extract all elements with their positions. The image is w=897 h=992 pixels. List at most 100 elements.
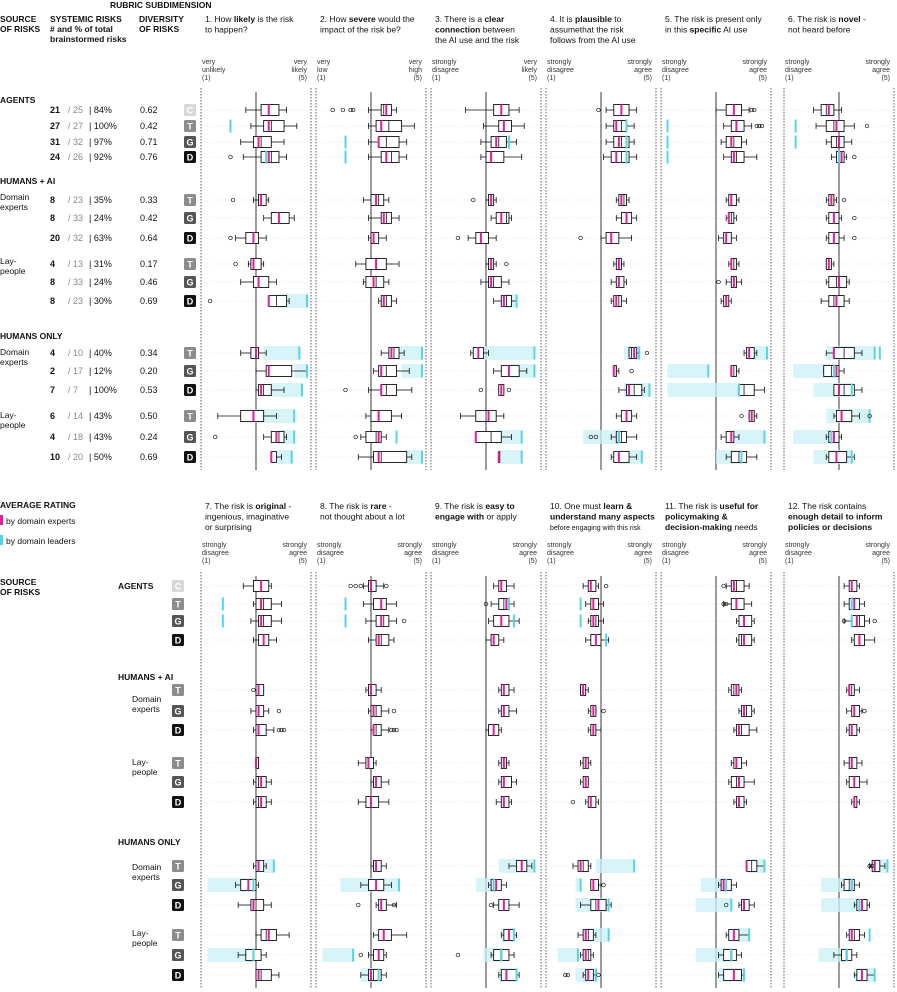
box-plot [348,580,389,592]
iqr-box [490,634,500,646]
iqr-box [373,451,408,463]
box-plot [582,580,609,592]
rubric-number: 11. [665,501,678,511]
box-plot [716,276,742,288]
outlier-point [565,972,570,978]
risk-total: / 13 [68,259,83,269]
scale-high-label: likely [521,67,537,74]
risk-percent: | 12% [89,366,112,376]
box-plot [830,150,857,164]
box-plot [725,928,751,942]
box-plot [368,705,397,717]
rubric-question-line: or surprising [205,522,252,532]
iqr-box [851,705,860,717]
legend: AVERAGE RATING by domain experts by doma… [0,500,76,597]
box-plot [733,724,758,736]
iqr-box [380,384,397,396]
iqr-box [605,232,620,244]
box-plot [605,135,635,149]
label-domain-experts: Domain experts [0,192,30,212]
box-plot [615,212,638,224]
iqr-box [730,151,745,163]
box-plot [587,705,606,717]
rubric-question-line: connection between [435,25,515,35]
box-plot [380,346,423,360]
risk-count: 20 [50,233,60,243]
box-plot [495,796,512,808]
source-badge-g [184,276,196,288]
box-plot [497,450,523,464]
outlier-point [506,387,512,393]
iqr-box [250,899,265,911]
source-badge-letter-lower: T [175,685,181,695]
box-plot [725,212,737,224]
box-plot [667,383,765,397]
iqr-box [365,276,385,288]
source-badge-c [184,104,196,116]
rubric-question-text: novel [838,14,860,24]
source-badge-letter: C [187,105,194,115]
box-plot [794,119,870,133]
risk-total: / 7 [68,385,78,395]
box-plot [253,634,277,646]
box-plot [360,968,387,982]
label-domain-experts-lower-line2: experts [132,704,160,714]
scale-high-label: agree [634,550,652,557]
outlier-point [852,215,857,221]
box-plot [480,135,517,149]
source-row: 4 / 10 | 40% 0.34 T T [50,347,196,872]
leader-rating-band [575,878,581,892]
legend-swatch-experts [0,515,3,525]
source-badge-lower-d [172,634,184,646]
box-plot [255,969,280,981]
box-plot [253,796,272,808]
source-row: 20 / 32 | 63% 0.64 D D [50,232,196,736]
box-plot [253,776,272,788]
source-badge-lower-g [172,879,184,891]
scale-high-label: very [409,59,423,66]
scale-low-label: disagree [662,550,689,557]
box-plot [498,776,517,788]
iqr-box [871,860,881,872]
risk-percent: | 97% [89,137,112,147]
outlier-point [504,261,509,267]
source-row: 8 / 33 | 24% 0.46 G G [50,276,196,788]
iqr-box [365,431,382,443]
box-plot [728,776,755,788]
iqr-box [375,634,390,646]
box-plot [720,430,766,444]
box-plot [498,705,517,717]
source-row: 6 / 14 | 43% 0.50 T T [50,410,196,941]
box-plot [813,383,863,397]
box-plot [736,615,755,627]
iqr-box [255,724,267,736]
iqr-box [610,151,630,163]
box-plot [794,135,853,149]
scale-high-number: (5) [758,75,767,82]
leader-rating-band [404,450,422,464]
diversity-value: 0.76 [140,152,158,162]
risk-total: / 26 [68,152,83,162]
outlier-point [455,952,461,958]
box-plot [666,119,765,133]
outlier-point [724,902,729,908]
risk-percent: | 43% [89,411,112,421]
box-plot [353,430,398,444]
diversity-value: 0.50 [140,411,158,421]
rubric-question-text: easy to [485,501,514,511]
leader-rating-band [793,430,832,444]
leader-rating-band [263,346,300,360]
iqr-box [825,120,845,132]
diversity-value: 0.42 [140,213,158,223]
iqr-box [498,120,512,132]
box-plot [344,135,408,149]
box-plot [485,634,505,646]
iqr-box [848,580,858,592]
box-plot [813,104,842,116]
rubric-question-text: - [861,14,866,24]
scale-high-label: agree [404,550,422,557]
scale-low-number: (1) [202,75,211,82]
rubric-question-line: 8. The risk is rare - [320,501,392,511]
risk-count: 24 [50,152,60,162]
box-plot [355,258,400,270]
